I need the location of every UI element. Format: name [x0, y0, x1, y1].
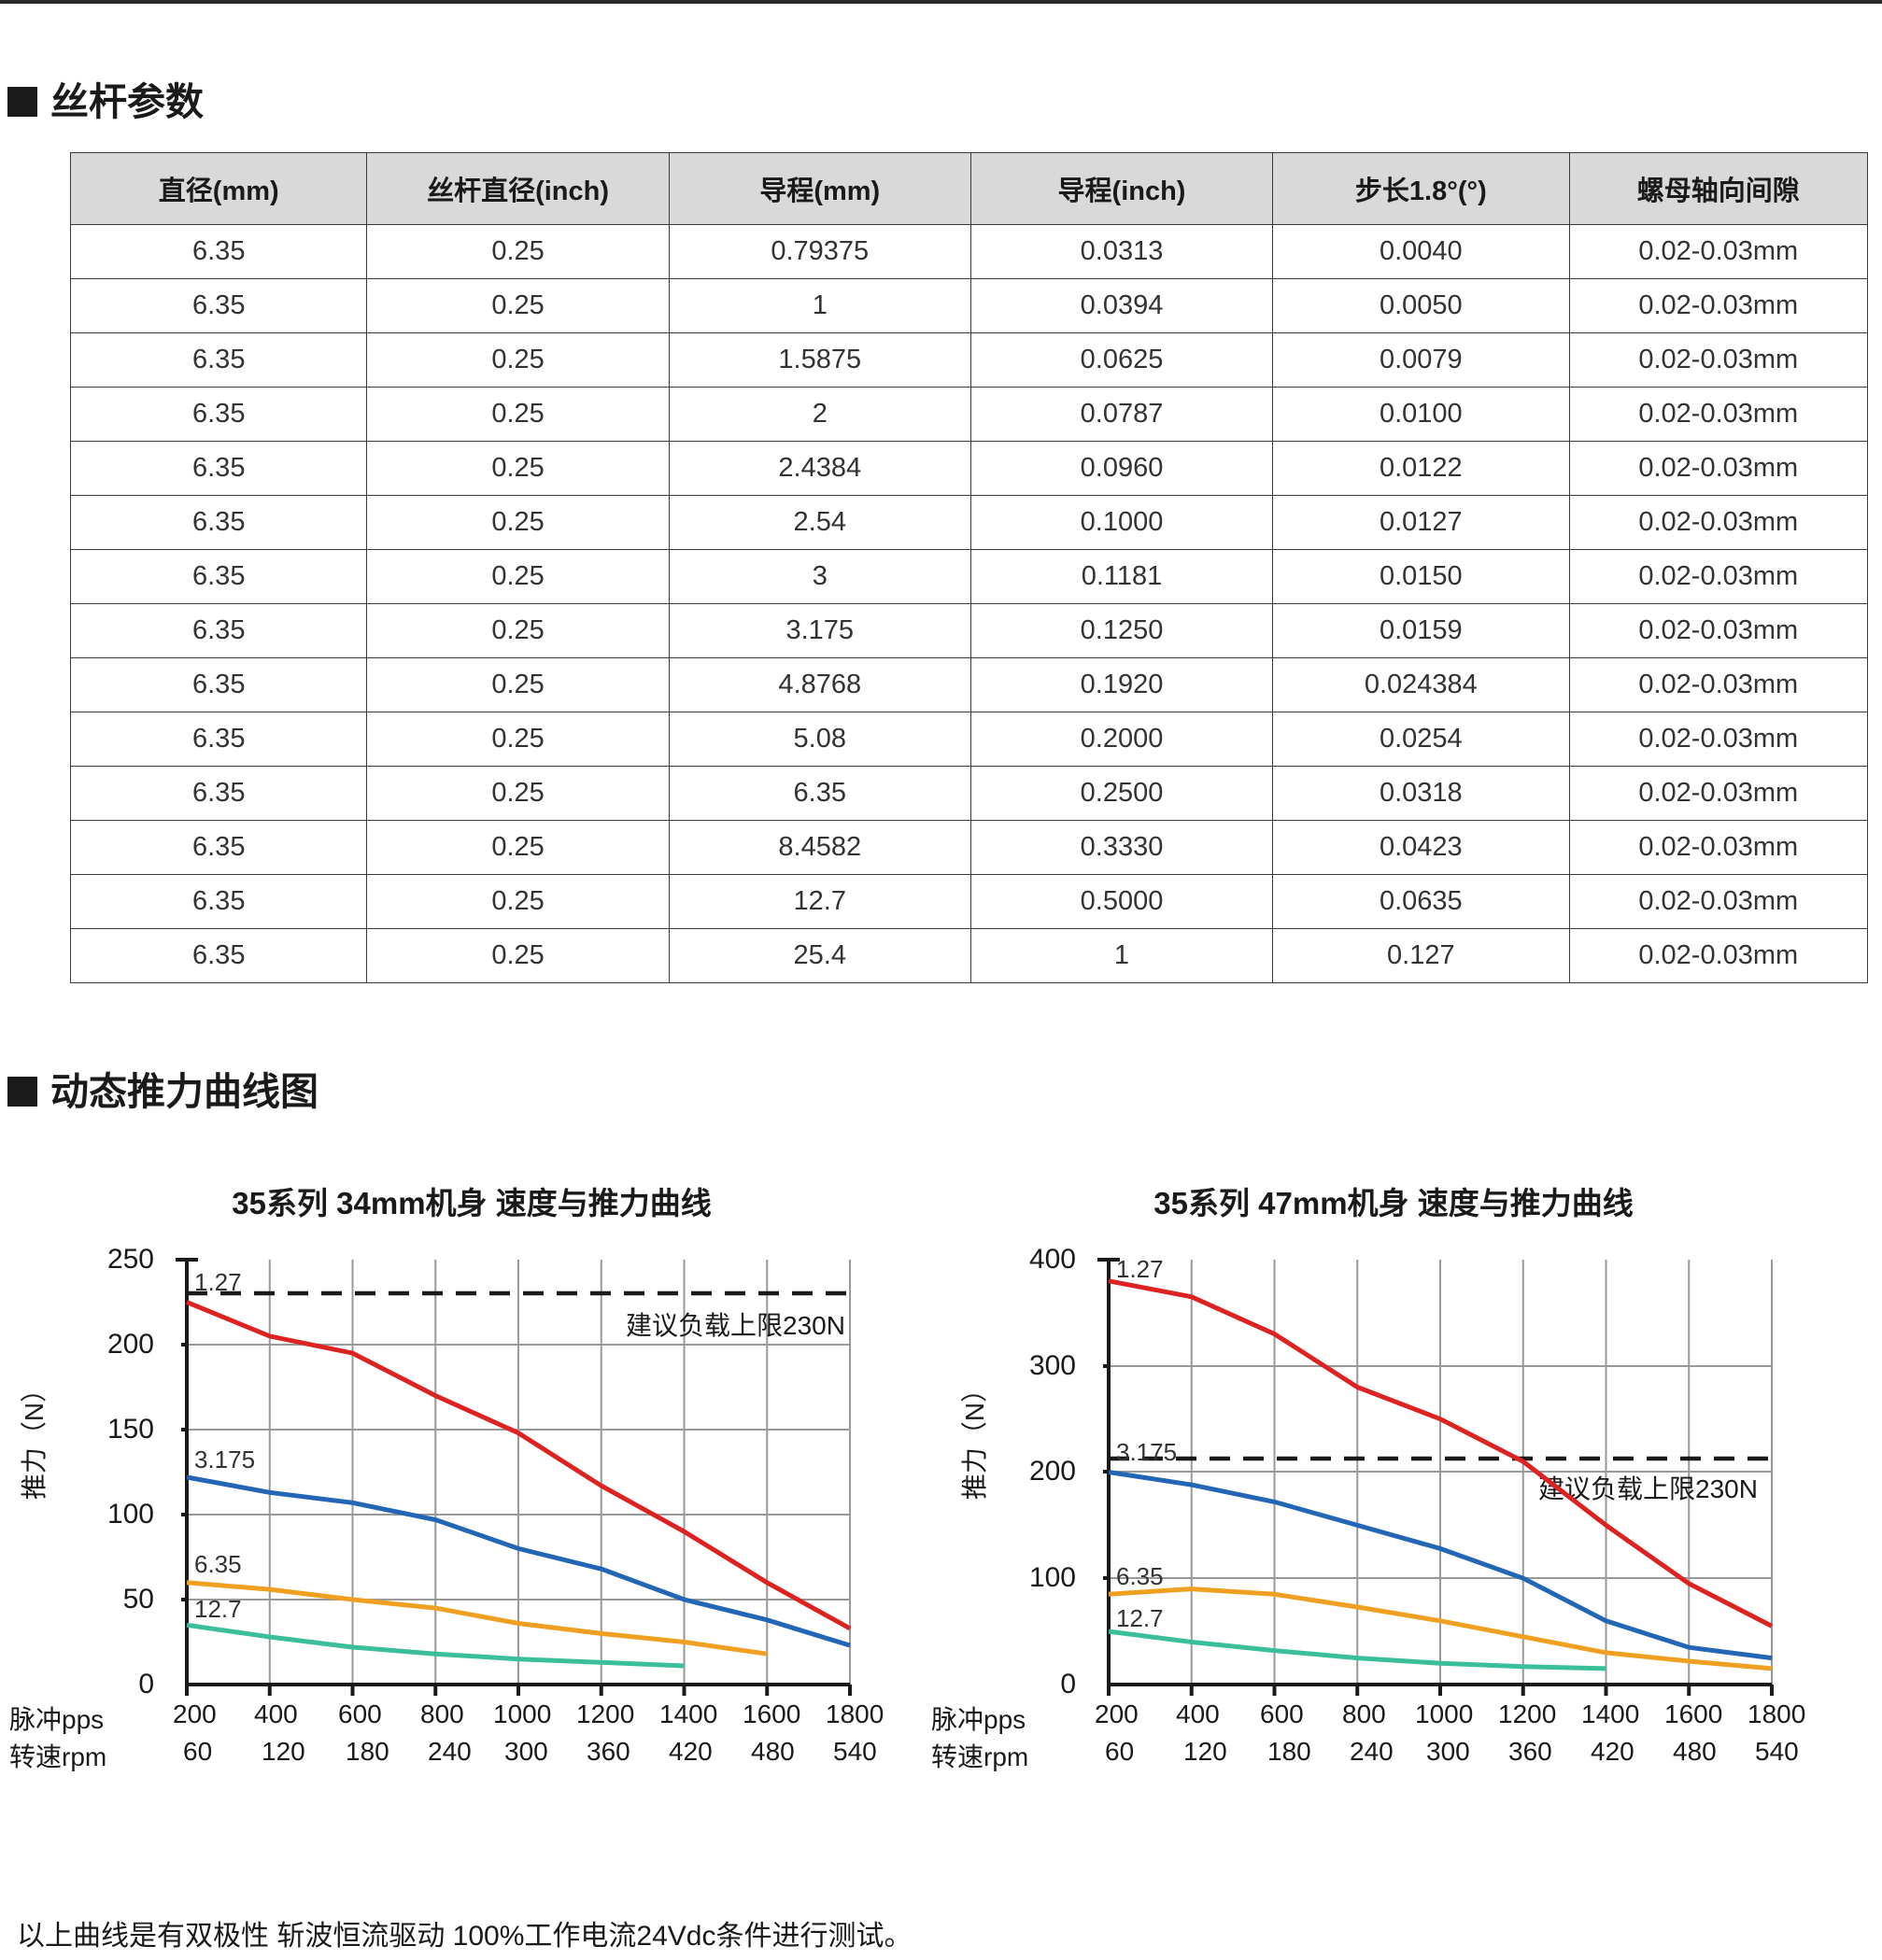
- svg-text:6.35: 6.35: [1116, 1562, 1164, 1590]
- svg-text:12.7: 12.7: [194, 1595, 242, 1623]
- svg-text:100: 100: [107, 1499, 154, 1530]
- svg-text:12.7: 12.7: [1116, 1604, 1164, 1632]
- svg-text:100: 100: [1029, 1562, 1076, 1593]
- svg-text:200: 200: [107, 1329, 154, 1360]
- svg-text:200: 200: [1029, 1456, 1076, 1487]
- svg-text:0: 0: [1060, 1669, 1076, 1699]
- svg-text:300: 300: [1029, 1350, 1076, 1381]
- svg-text:400: 400: [1029, 1246, 1076, 1275]
- svg-text:3.175: 3.175: [1116, 1438, 1177, 1466]
- svg-text:250: 250: [107, 1246, 154, 1275]
- svg-text:0: 0: [138, 1669, 154, 1699]
- svg-text:建议负载上限230N: 建议负载上限230N: [626, 1311, 845, 1340]
- svg-text:1.27: 1.27: [1116, 1255, 1164, 1283]
- svg-text:3.175: 3.175: [194, 1445, 255, 1474]
- svg-text:1.27: 1.27: [194, 1268, 242, 1296]
- svg-text:150: 150: [107, 1414, 154, 1445]
- svg-text:6.35: 6.35: [194, 1550, 242, 1578]
- svg-text:50: 50: [123, 1584, 154, 1615]
